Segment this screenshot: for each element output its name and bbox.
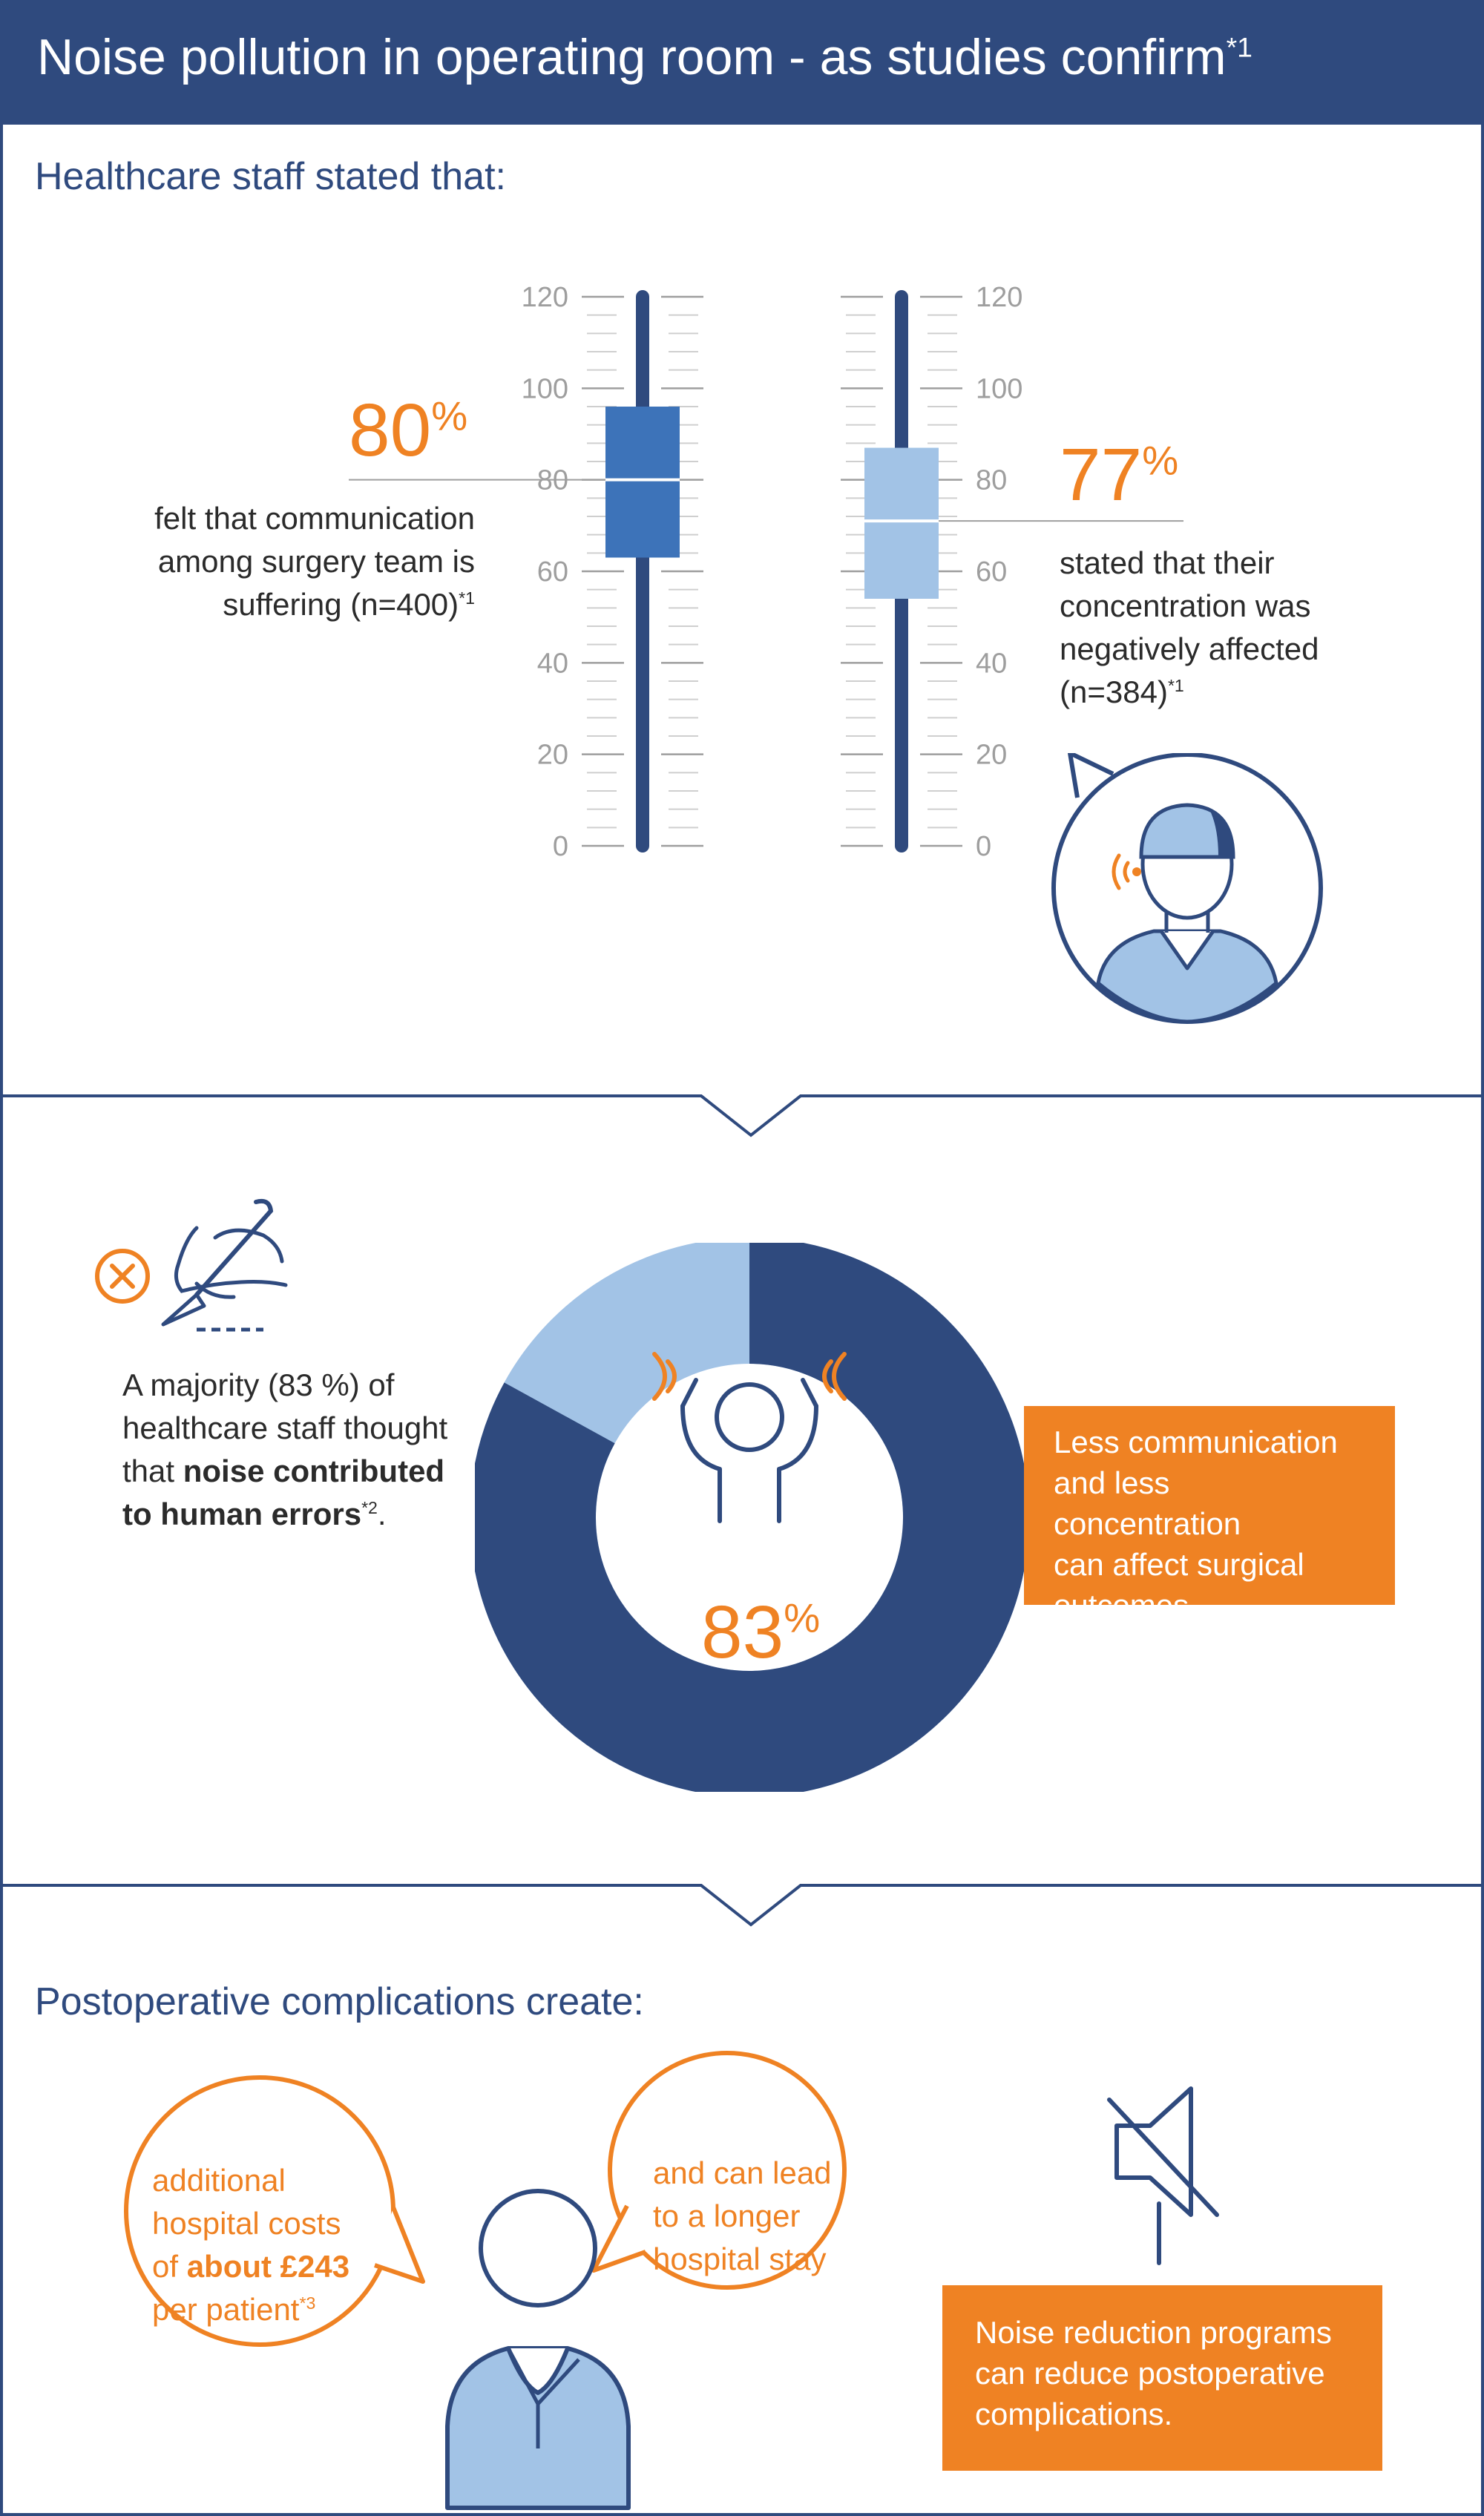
bubble-line: hospital costs (152, 2206, 341, 2241)
bubble-bold: about £243 (186, 2249, 350, 2284)
noise-reduction-callout: Noise reduction programs can reduce post… (942, 2285, 1382, 2471)
errors-bold: noise contributed (183, 1454, 445, 1488)
gauge-box (605, 407, 680, 558)
gauge-box (864, 447, 939, 599)
page-title-text: Noise pollution in operating room - as s… (37, 29, 1227, 85)
mute-speaker-icon (1107, 2086, 1219, 2265)
errors-line: A majority (83 %) of (122, 1367, 395, 1402)
tick-label: 0 (553, 831, 568, 862)
errors-end: . (377, 1497, 387, 1531)
right-caption-line: negatively affected (1060, 631, 1319, 666)
bubble-line: additional (152, 2163, 286, 2198)
tick-label: 40 (976, 648, 1007, 679)
callout-line: and less concentration (1054, 1465, 1241, 1541)
bubble-line: of (152, 2249, 187, 2284)
page-title-footnote: *1 (1226, 31, 1252, 63)
surgeon-icon (1051, 753, 1323, 1024)
left-stat-value: 80% (349, 393, 467, 467)
tick-label: 20 (537, 740, 568, 771)
errors-line: healthcare staff thought (122, 1410, 448, 1445)
right-speech-bubble (608, 2051, 847, 2290)
callout-line: can reduce postoperative (975, 2356, 1325, 2391)
errors-bold: to human errors (122, 1497, 362, 1531)
right-caption-footnote: *1 (1167, 676, 1184, 695)
left-stat-caption: felt that communication among surgery te… (74, 497, 475, 626)
tick-label: 120 (976, 282, 1022, 313)
donut-number: 83 (701, 1591, 784, 1674)
tick-label: 80 (976, 465, 1007, 496)
bubble-line: per patient (152, 2292, 300, 2327)
right-caption-line: concentration was (1060, 588, 1311, 623)
header-bar (0, 0, 1484, 125)
tick-label: 0 (976, 831, 991, 862)
scalpel-error-icon (95, 1198, 288, 1332)
callout-line: outcomes. (1054, 1588, 1198, 1623)
donut-unit: % (784, 1594, 821, 1641)
tick-label: 60 (537, 556, 568, 588)
tick-label: 120 (522, 282, 568, 313)
right-stat-caption: stated that their concentration was nega… (1060, 542, 1445, 714)
callout-line: Less communication (1054, 1425, 1338, 1459)
errors-footnote: *2 (361, 1498, 378, 1517)
callout-line: Noise reduction programs (975, 2315, 1332, 2350)
right-stat-unit: % (1142, 437, 1179, 484)
tick-label: 40 (537, 648, 568, 679)
right-bubble-text: and can lead to a longer hospital stay (653, 2152, 846, 2281)
surgical-outcomes-callout: Less communication and less concentratio… (1024, 1406, 1395, 1623)
bubble-line: hospital stay (653, 2241, 827, 2276)
left-caption-line: suffering (n=400) (223, 587, 459, 622)
patient-icon (445, 2189, 631, 2510)
right-bubble-tail (591, 2204, 647, 2273)
tick-label: 60 (976, 556, 1007, 588)
bubble-footnote: *3 (299, 2293, 316, 2313)
tick-label: 20 (976, 740, 1007, 771)
section3-subtitle: Postoperative complications create: (35, 1980, 644, 2023)
left-bubble-tail (374, 2206, 425, 2284)
tick-label: 100 (976, 373, 1022, 404)
right-gauge: 0 20 40 60 80 100 120 (841, 282, 1022, 862)
callout-line: complications. (975, 2397, 1173, 2431)
stressed-person-icon (652, 1352, 847, 1523)
tick-label: 100 (522, 373, 568, 404)
right-stat-value: 77% (1060, 438, 1178, 512)
right-caption-line: stated that their (1060, 545, 1275, 580)
left-caption-footnote: *1 (459, 588, 475, 608)
donut-value-arc (475, 1243, 1024, 1792)
callout-line: can affect surgical (1054, 1547, 1304, 1582)
left-caption-line: among surgery team is (157, 544, 475, 579)
gauges: 0 20 40 60 80 100 120 0 20 40 60 80 100 120 (349, 282, 1183, 862)
section1-subtitle: Healthcare staff stated that: (35, 155, 506, 198)
donut-chart (475, 1243, 1024, 1792)
errors-statement: A majority (83 %) of healthcare staff th… (122, 1364, 508, 1536)
donut-value-label: 83% (701, 1595, 820, 1669)
left-caption-line: felt that communication (154, 501, 475, 536)
left-stat-number: 80 (349, 389, 432, 472)
bubble-line: and can lead (653, 2155, 832, 2190)
page-title: Noise pollution in operating room - as s… (37, 28, 1252, 86)
right-stat-number: 77 (1060, 433, 1143, 516)
bubble-line: to a longer (653, 2198, 801, 2233)
errors-line: that (122, 1454, 183, 1488)
left-bubble-text: additional hospital costs of about £243 … (152, 2159, 404, 2331)
right-caption-line: (n=384) (1060, 674, 1168, 709)
left-stat-unit: % (431, 392, 468, 439)
